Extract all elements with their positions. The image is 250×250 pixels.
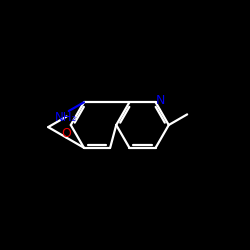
Text: O: O xyxy=(62,127,72,140)
Text: N: N xyxy=(156,94,165,107)
Text: NH₂: NH₂ xyxy=(55,111,78,124)
